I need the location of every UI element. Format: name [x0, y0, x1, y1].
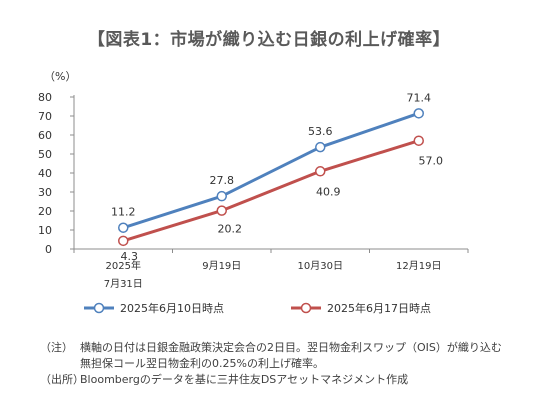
note-line: 無担保コール翌日物金利の0.25%の利上げ確率。: [80, 357, 324, 370]
x-tick-label: 10月30日: [298, 260, 343, 272]
x-tick-label: 7月31日: [104, 278, 143, 290]
data-point: [315, 141, 326, 153]
y-axis-unit: （%）: [44, 70, 76, 83]
data-point: [118, 235, 129, 247]
legend-label: 2025年6月17日時点: [327, 301, 431, 315]
data-point: [413, 108, 424, 119]
data-point: [315, 166, 326, 177]
data-label: 20.2: [218, 223, 243, 236]
data-label: 11.2: [111, 206, 136, 219]
x-tick-label: 9月19日: [202, 260, 241, 272]
source-text: Bloombergのデータを基に三井住友DSアセットマネジメント作成: [80, 373, 409, 386]
y-tick-label: 0: [45, 243, 52, 256]
data-label: 71.4: [407, 91, 432, 104]
y-tick-label: 60: [38, 129, 52, 142]
y-tick-label: 40: [38, 167, 52, 180]
y-tick-label: 80: [38, 91, 52, 104]
data-point: [413, 135, 424, 146]
legend-label: 2025年6月10日時点: [120, 301, 224, 315]
chart-title: 【図表1：市場が織り込む日銀の利上げ確率】: [87, 30, 451, 50]
y-tick-label: 20: [38, 205, 52, 218]
source-tag: （出所）: [40, 373, 84, 386]
y-tick-label: 10: [38, 224, 52, 237]
note-line: 横軸の日付は日銀金融政策決定会合の2日目。翌日物金利スワップ（OIS）が織り込む: [80, 341, 502, 354]
note-row: （注） 横軸の日付は日銀金融政策決定会合の2日目。翌日物金利スワップ（OIS）が…: [40, 340, 520, 372]
note-text: 横軸の日付は日銀金融政策決定会合の2日目。翌日物金利スワップ（OIS）が織り込む…: [80, 340, 502, 372]
data-label: 4.3: [121, 250, 139, 263]
x-tick-label: 12月19日: [396, 260, 441, 272]
x-tick-label: 2025年: [106, 259, 141, 272]
data-point: [216, 190, 227, 202]
data-label: 40.9: [316, 185, 341, 198]
data-label: 57.0: [419, 155, 444, 168]
legend-swatch-marker: [93, 302, 105, 314]
data-label: 27.8: [210, 174, 235, 187]
data-label: 53.6: [308, 125, 333, 138]
note-tag: （注）: [40, 341, 73, 354]
y-tick-label: 70: [38, 110, 52, 123]
y-tick-label: 30: [38, 186, 52, 199]
y-tick-label: 50: [38, 148, 52, 161]
data-point: [216, 205, 227, 216]
series-line-2: [122, 139, 420, 243]
series-line-1: [122, 111, 420, 230]
legend-swatch-marker: [300, 302, 312, 314]
source-row: （出所） Bloombergのデータを基に三井住友DSアセットマネジメント作成: [40, 372, 520, 388]
data-point: [118, 222, 129, 233]
